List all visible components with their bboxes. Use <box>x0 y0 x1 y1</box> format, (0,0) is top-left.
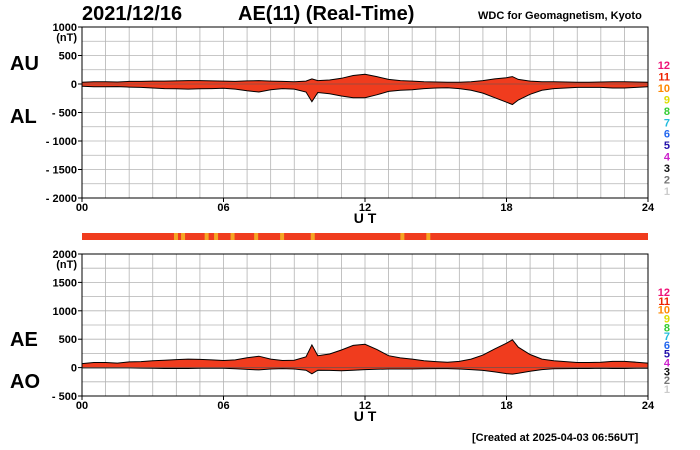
station-count-legend-label: 7 <box>664 331 670 343</box>
y-tick-label: 500 <box>59 51 77 63</box>
au-al-x-axis-title: U T <box>354 210 377 226</box>
station-count-legend-label: 9 <box>664 94 670 106</box>
station-availability-segment <box>181 233 186 240</box>
station-count-legend-label: 6 <box>664 340 670 352</box>
station-availability-segment <box>214 233 219 240</box>
ae-ao-x-axis-title: U T <box>354 408 377 424</box>
station-availability-segment <box>400 233 405 240</box>
station-count-legend-label: 5 <box>664 140 670 152</box>
station-count-legend-label: 1 <box>664 384 670 396</box>
x-tick-label: 00 <box>76 400 88 412</box>
y-tick-label: - 500 <box>52 108 77 120</box>
x-tick-label: 24 <box>642 202 655 214</box>
series-line-al <box>81 85 649 106</box>
au-al-filled-band <box>82 74 648 105</box>
y-tick-label: 0 <box>71 363 77 375</box>
station-availability-segment <box>254 233 259 240</box>
au-al-panel <box>78 26 649 202</box>
y-tick-label: - 2000 <box>46 193 77 205</box>
y-tick-label: 1000 <box>53 306 77 318</box>
y-tick-label: 500 <box>59 334 77 346</box>
station-count-legend-label: 10 <box>658 83 670 95</box>
station-count-legend-label: 2 <box>664 175 670 187</box>
station-count-legend-label: 8 <box>664 106 670 118</box>
station-count-legend-label: 2 <box>664 375 670 387</box>
data-center-credit: WDC for Geomagnetism, Kyoto <box>478 10 642 22</box>
station-availability-segment <box>426 233 431 240</box>
y-tick-label: - 1500 <box>46 165 77 177</box>
series-line-ao <box>82 367 649 375</box>
x-tick-label: 06 <box>217 400 229 412</box>
station-count-legend-label: 5 <box>664 349 670 361</box>
station-count-legend-label: 11 <box>658 296 670 308</box>
y-tick-label: - 500 <box>52 391 77 403</box>
station-availability-segment <box>173 233 178 240</box>
station-availability-strip <box>82 233 648 240</box>
y-tick-label: 0 <box>71 79 77 91</box>
station-availability-segment <box>280 233 285 240</box>
ae-ao-unit-label: (nT) <box>56 259 77 271</box>
created-timestamp: [Created at 2025-04-03 06:56UT] <box>472 432 639 444</box>
station-count-legend-label: 4 <box>664 358 671 370</box>
au-al-unit-label: (nT) <box>56 32 77 44</box>
series-line-ae <box>81 339 649 365</box>
y-tick-label: - 1000 <box>46 136 77 148</box>
x-tick-label: 12 <box>359 202 371 214</box>
x-tick-label: 24 <box>642 400 655 412</box>
ae-ao-filled-band <box>82 339 648 375</box>
series-label-au: AU <box>10 53 39 75</box>
station-count-legend-label: 12 <box>658 60 670 72</box>
plot-title: AE(11) (Real-Time) <box>238 3 415 25</box>
station-count-legend-label: 8 <box>664 322 670 334</box>
y-tick-label: 2000 <box>53 249 77 261</box>
station-availability-segment <box>230 233 235 240</box>
station-count-legend-label: 11 <box>658 71 670 83</box>
series-line-au <box>81 73 649 83</box>
x-tick-label: 06 <box>217 202 229 214</box>
plot-date: 2021/12/16 <box>82 3 183 25</box>
station-count-legend-label: 12 <box>658 287 670 299</box>
station-availability-segment <box>204 233 209 240</box>
series-label-ae: AE <box>10 329 38 351</box>
ae-ao-panel <box>78 253 649 400</box>
station-count-legend-label: 1 <box>664 186 670 198</box>
series-label-al: AL <box>10 106 37 128</box>
station-count-legend-label: 3 <box>664 366 670 378</box>
station-availability-segment <box>310 233 315 240</box>
station-count-legend-label: 7 <box>664 117 670 129</box>
x-tick-label: 18 <box>500 400 512 412</box>
y-tick-label: 1000 <box>53 22 77 34</box>
station-count-legend-label: 3 <box>664 163 670 175</box>
station-count-legend-label: 6 <box>664 129 670 141</box>
x-tick-label: 18 <box>500 202 512 214</box>
y-tick-label: 1500 <box>53 277 77 289</box>
station-count-legend-label: 9 <box>664 313 670 325</box>
x-tick-label: 12 <box>359 400 371 412</box>
station-count-legend-label: 4 <box>664 152 671 164</box>
x-tick-label: 00 <box>76 202 88 214</box>
series-label-ao: AO <box>10 371 40 393</box>
station-count-legend-label: 10 <box>658 305 670 317</box>
